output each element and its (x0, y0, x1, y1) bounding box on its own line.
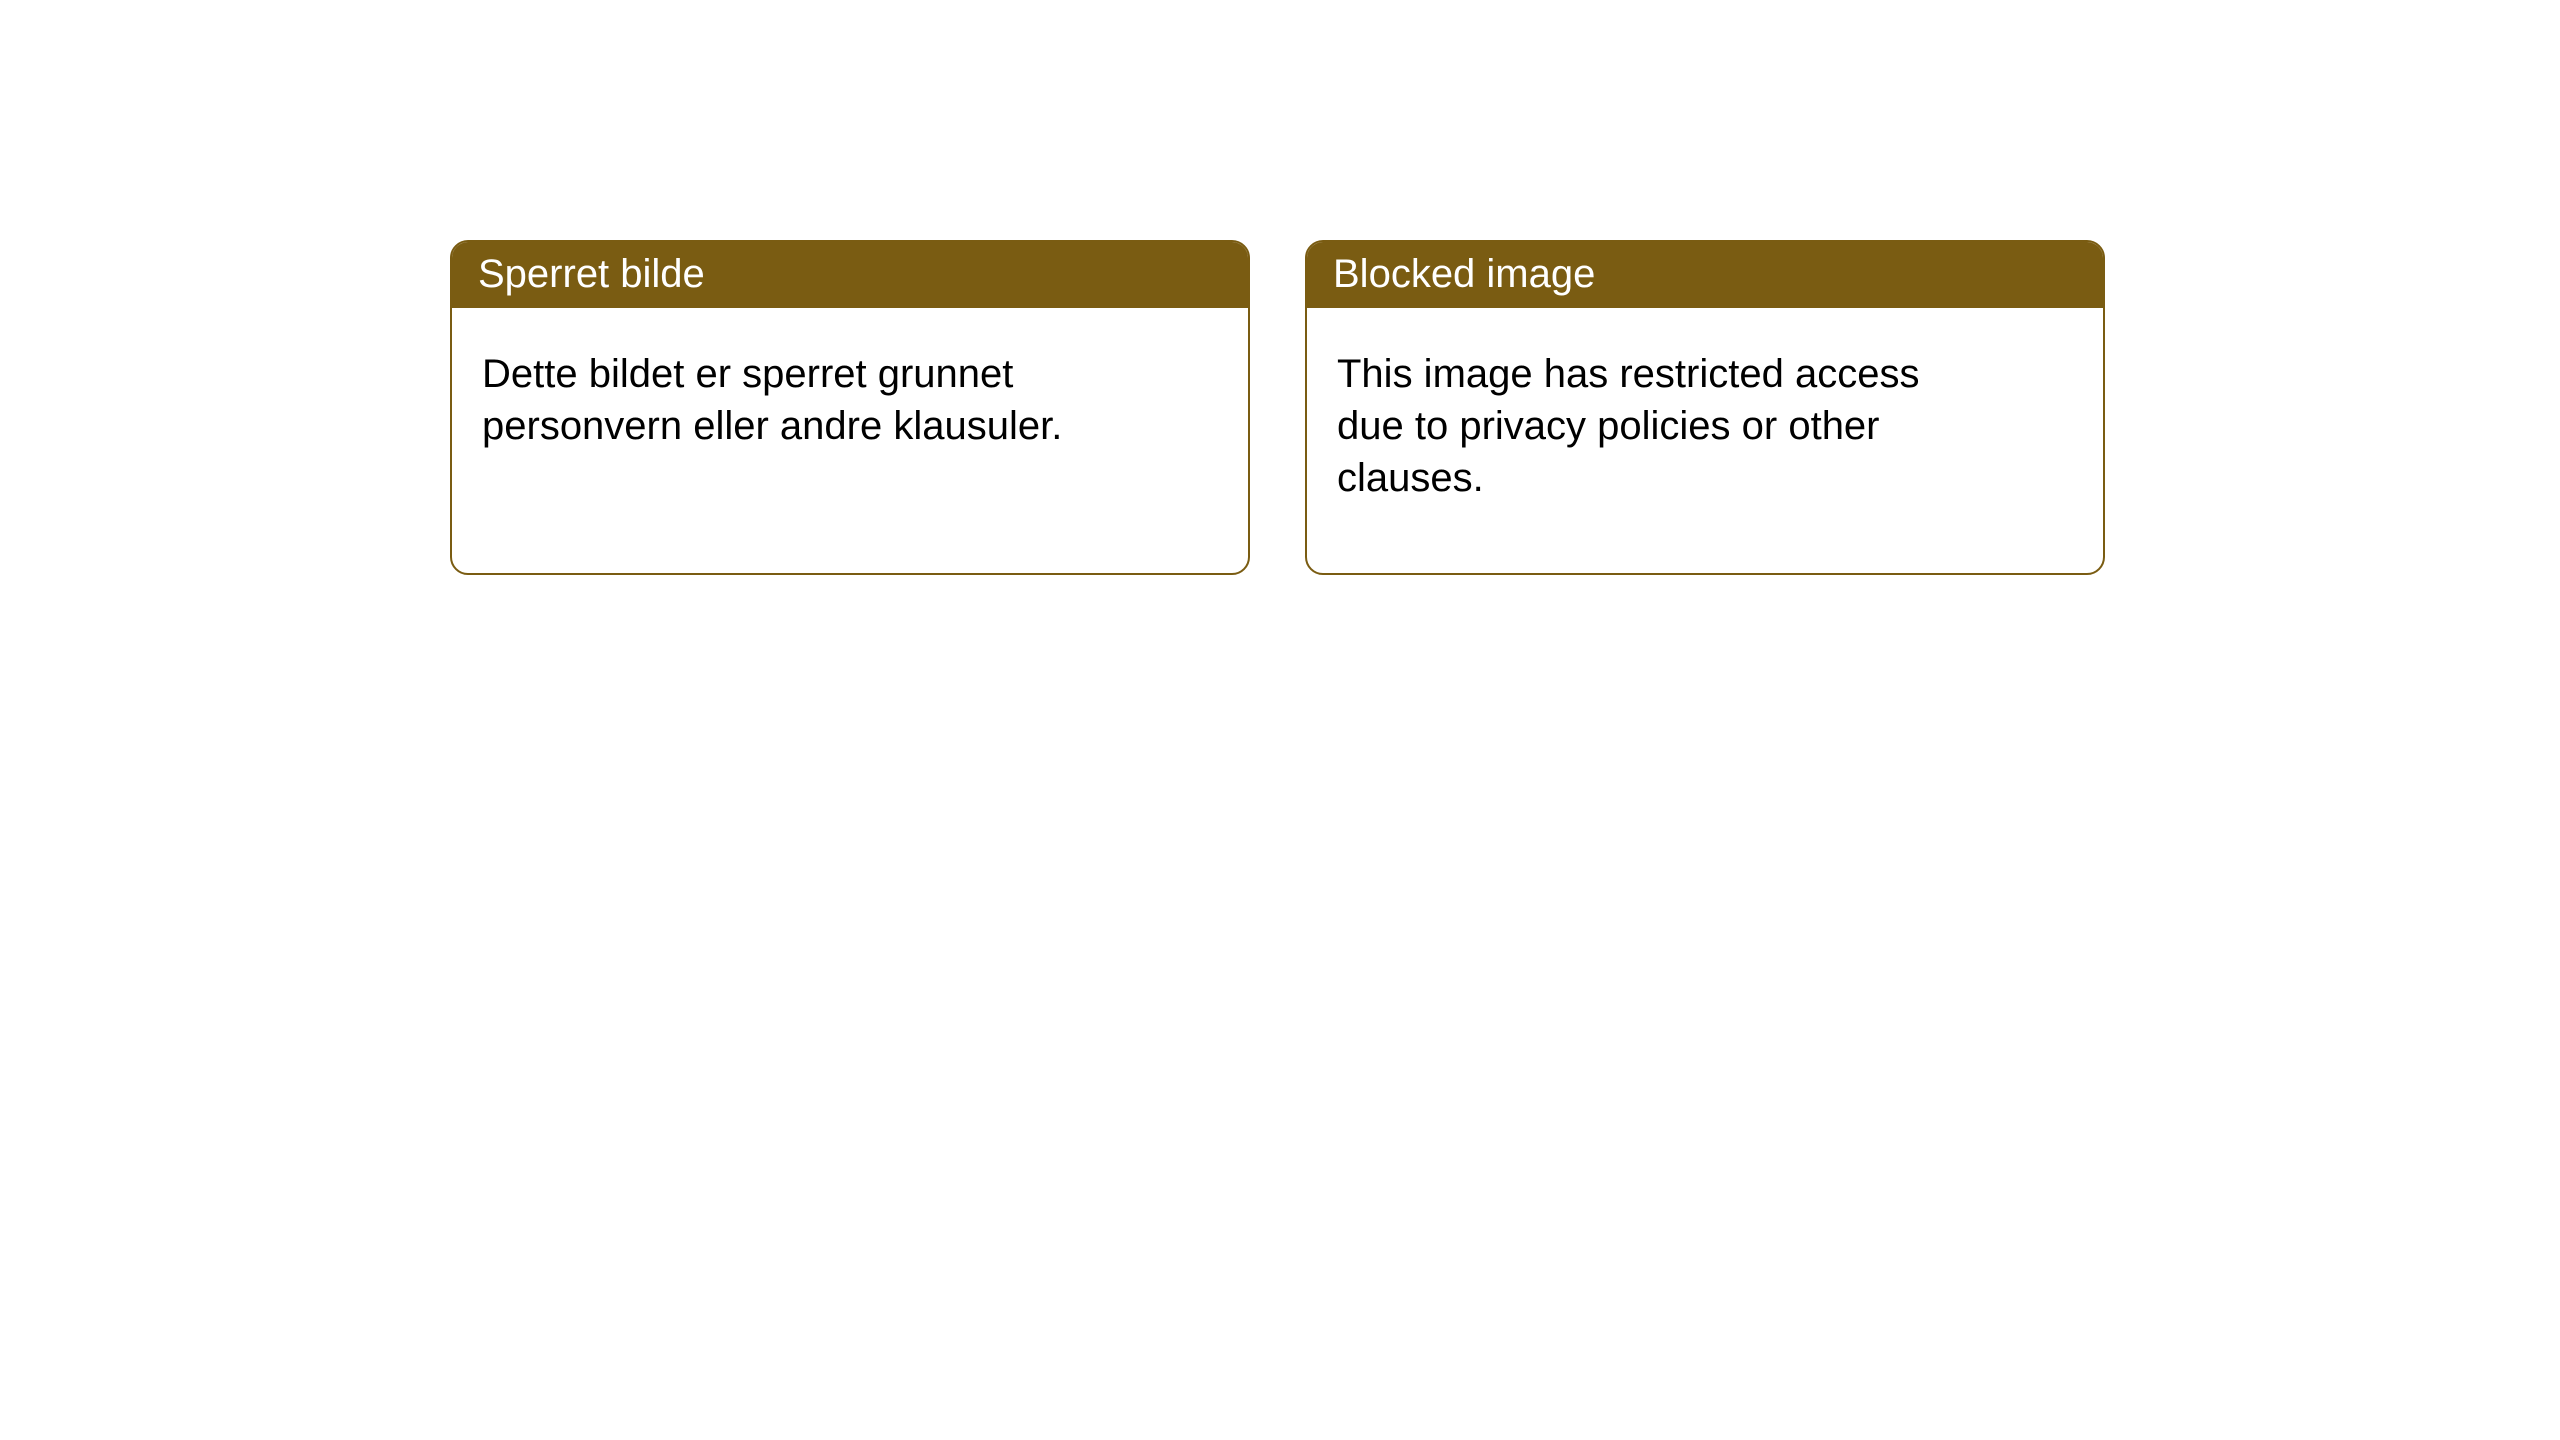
notice-card-norwegian: Sperret bilde Dette bildet er sperret gr… (450, 240, 1250, 575)
notice-card-english: Blocked image This image has restricted … (1305, 240, 2105, 575)
notice-body-norwegian: Dette bildet er sperret grunnet personve… (452, 308, 1152, 482)
notice-container: Sperret bilde Dette bildet er sperret gr… (0, 0, 2560, 575)
notice-title-english: Blocked image (1307, 242, 2103, 308)
notice-body-english: This image has restricted access due to … (1307, 308, 2007, 534)
notice-title-norwegian: Sperret bilde (452, 242, 1248, 308)
